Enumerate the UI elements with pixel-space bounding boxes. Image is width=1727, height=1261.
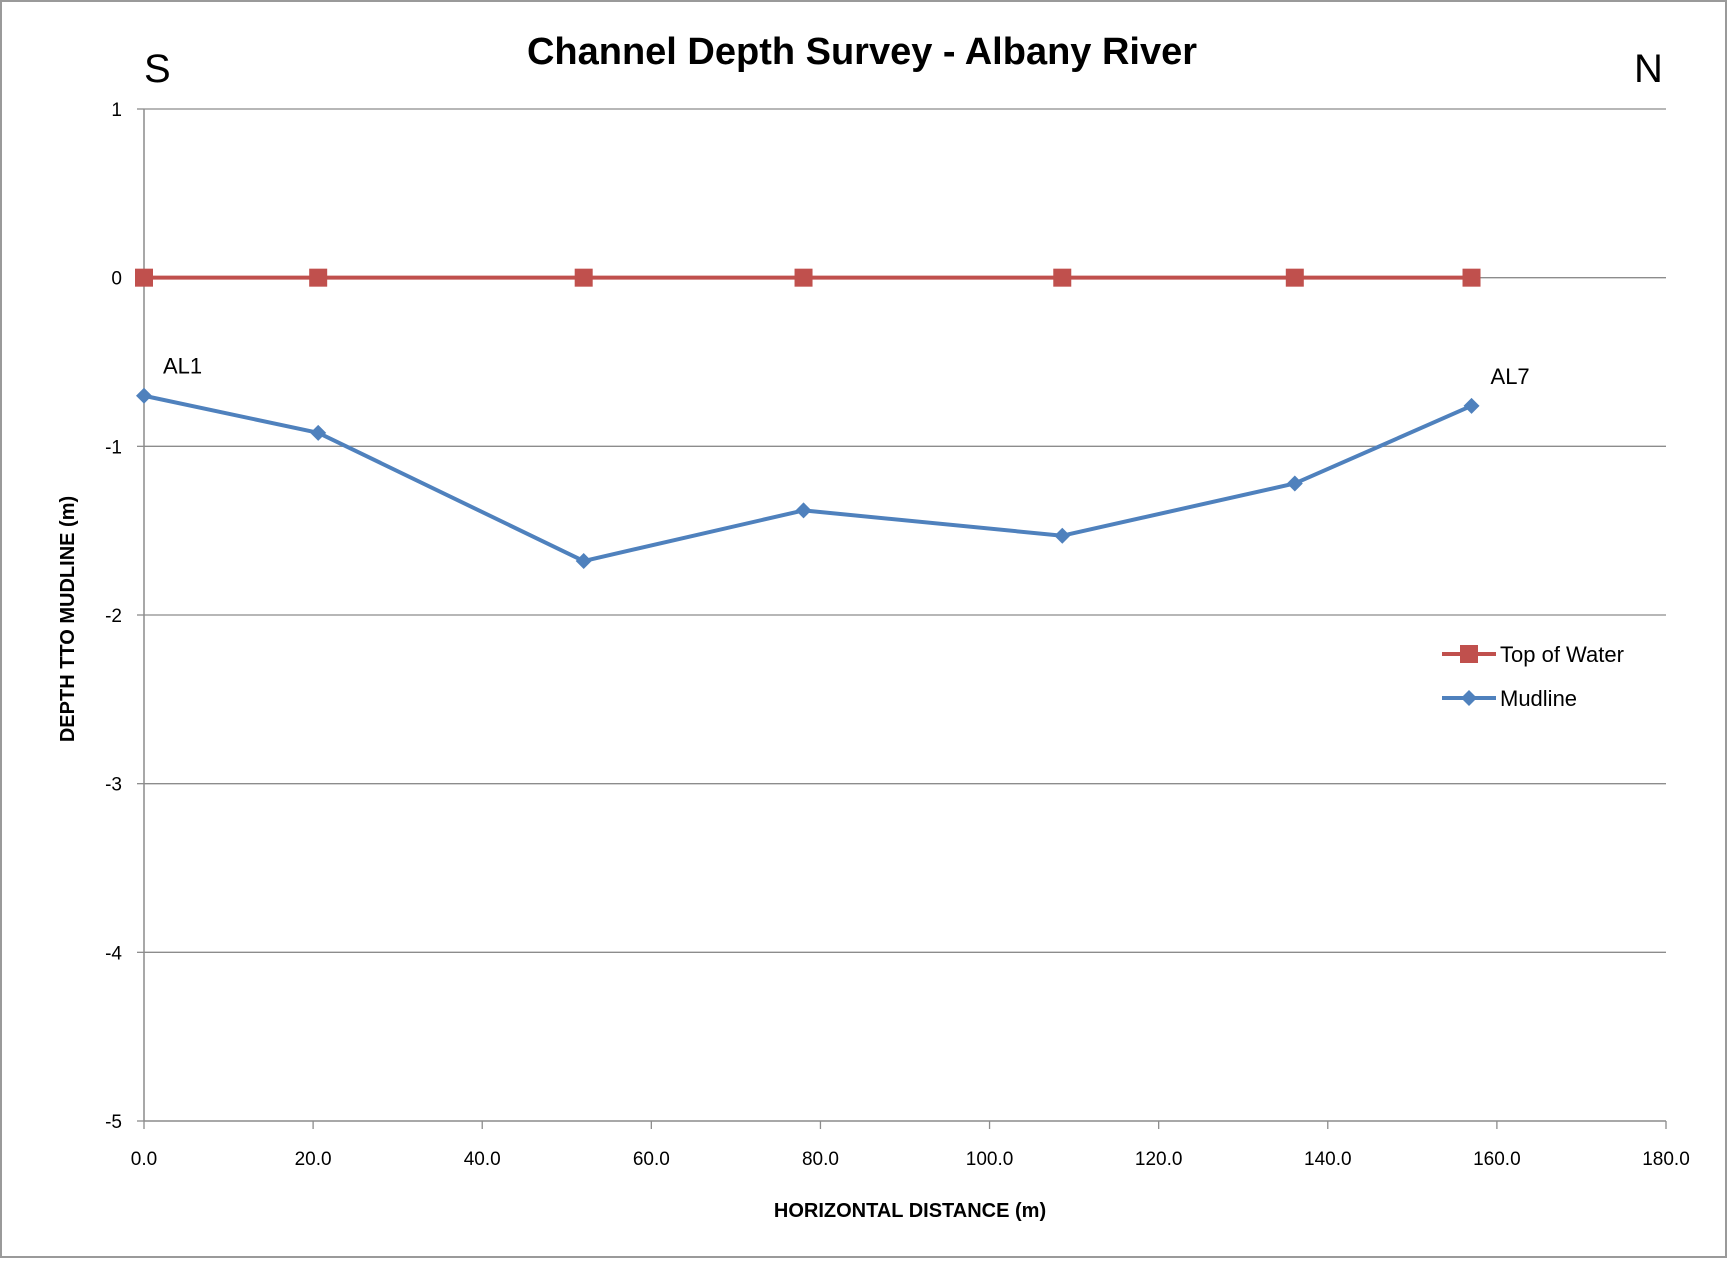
y-tick-label: -4 — [105, 943, 122, 964]
legend-mudline-label: Mudline — [1500, 686, 1577, 711]
x-tick-label: 0.0 — [131, 1149, 157, 1170]
x-tick-label: 20.0 — [295, 1149, 332, 1170]
top-of-water-point — [1285, 268, 1304, 287]
top-of-water-point — [309, 268, 328, 287]
gridlines — [144, 108, 1666, 953]
axes — [137, 108, 1667, 1129]
x-tick-label: 100.0 — [966, 1149, 1014, 1170]
mudline-point — [795, 502, 812, 519]
mudline-point — [575, 553, 592, 570]
top-of-water-point — [1053, 268, 1072, 287]
mudline-point — [1286, 475, 1303, 492]
legend-top-of-water-label: Top of Water — [1500, 642, 1624, 667]
x-tick-label: 160.0 — [1473, 1149, 1521, 1170]
mudline-line — [143, 393, 1473, 564]
top-of-water-point — [794, 268, 813, 287]
y-axis-title: DEPTH TTO MUDLINE (m) — [57, 496, 79, 742]
x-tick-label: 120.0 — [1135, 1149, 1183, 1170]
y-tick-label: -1 — [105, 437, 122, 458]
mudline-point — [1463, 397, 1480, 414]
top-of-water-point — [135, 268, 153, 287]
x-axis-title: HORIZONTAL DISTANCE (m) — [774, 1200, 1046, 1222]
top-of-water-point — [1462, 268, 1481, 287]
x-tick-label: 180.0 — [1642, 1149, 1690, 1170]
y-tick-label: 1 — [111, 100, 122, 121]
series-group — [135, 268, 1481, 570]
y-tick-label: -3 — [105, 775, 122, 796]
top-of-water-point — [574, 268, 593, 287]
x-tick-label: 80.0 — [802, 1149, 839, 1170]
mudline-point — [136, 387, 152, 404]
x-tick-label: 140.0 — [1304, 1149, 1352, 1170]
mudline-point — [1054, 527, 1071, 544]
north-label: N — [1634, 47, 1663, 91]
x-tick-labels: 0.0 20.0 40.0 60.0 80.0 100.0 120.0 140.0 160.0 1… — [131, 1149, 1690, 1170]
y-tick-label: -2 — [105, 606, 122, 627]
y-tick-label: 0 — [111, 269, 122, 290]
legend-mudline-marker — [1461, 690, 1477, 706]
x-tick-label: 60.0 — [633, 1149, 670, 1170]
y-tick-labels: 1 0 -1 -2 -3 -4 -5 — [105, 100, 122, 1133]
chart-title: Channel Depth Survey - Albany River — [527, 31, 1197, 73]
y-tick-label: -5 — [105, 1112, 122, 1133]
annotations: AL1 AL7 — [163, 354, 1530, 389]
legend-top-of-water-marker — [1460, 645, 1478, 663]
south-label: S — [144, 47, 171, 91]
point-label-al7: AL7 — [1491, 364, 1530, 389]
x-tick-label: 40.0 — [464, 1149, 501, 1170]
legend: Top of Water Mudline — [1442, 642, 1624, 711]
mudline-point — [310, 424, 327, 441]
point-label-al1: AL1 — [163, 354, 202, 379]
